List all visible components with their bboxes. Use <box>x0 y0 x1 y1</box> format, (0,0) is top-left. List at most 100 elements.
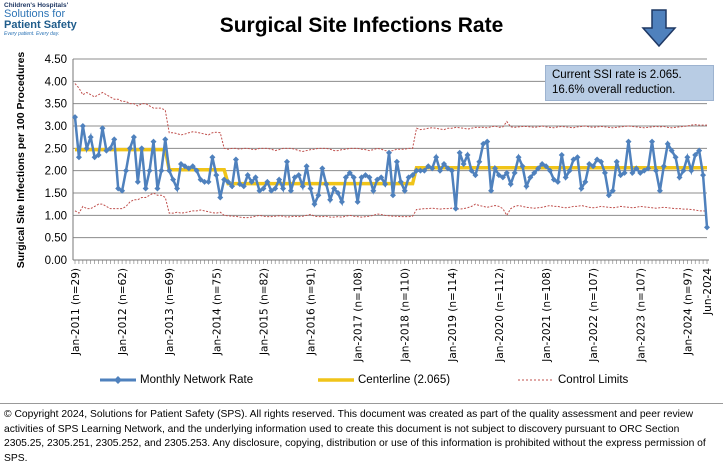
x-tick-label: Jan-2012 (n=62) <box>117 268 129 356</box>
monthly-rate-point <box>393 158 400 165</box>
monthly-rate-point <box>582 178 589 185</box>
monthly-rate-point <box>342 174 349 181</box>
y-tick-label: 2.50 <box>45 143 67 155</box>
monthly-rate-point <box>672 154 679 161</box>
monthly-rate-point <box>550 176 557 183</box>
monthly-rate-point <box>464 152 471 159</box>
monthly-rate-point <box>429 165 436 172</box>
monthly-rate-point <box>350 174 357 181</box>
monthly-rate-point <box>311 201 318 208</box>
x-tick-label: Jan-2018 (n=110) <box>400 268 412 363</box>
monthly-rate-point <box>546 167 553 174</box>
sps-logo: Children's Hospitals' Solutions for Pati… <box>4 2 84 37</box>
monthly-rate-point <box>358 174 365 181</box>
monthly-rate-point <box>166 167 173 174</box>
x-tick-label: Jan-2016 (n=91) <box>306 268 318 356</box>
monthly-rate-point <box>189 163 196 170</box>
monthly-rate-point <box>260 185 267 192</box>
monthly-rate-point <box>95 152 102 159</box>
monthly-rate-point <box>495 172 502 179</box>
monthly-rate-point <box>287 187 294 194</box>
divider <box>0 403 723 404</box>
monthly-rate-point <box>335 190 342 196</box>
monthly-rate-point <box>523 183 530 190</box>
monthly-rate-point <box>354 198 361 205</box>
y-tick-label: 1.00 <box>45 210 67 222</box>
down-arrow-icon <box>641 9 677 48</box>
monthly-rate-point <box>488 187 495 194</box>
monthly-rate-point <box>586 160 593 167</box>
monthly-rate-point <box>374 176 381 183</box>
monthly-rate-point <box>413 167 420 174</box>
monthly-rate-point <box>637 169 644 176</box>
monthly-rate-point <box>460 160 467 167</box>
monthly-rate-point <box>170 176 177 183</box>
monthly-rate-point <box>111 136 118 143</box>
monthly-rate-point <box>645 165 652 172</box>
monthly-rate-point <box>217 194 224 201</box>
monthly-rate-point <box>177 160 184 167</box>
x-tick-label: Jan-2021 (n=108) <box>541 268 553 363</box>
y-tick-label: 3.00 <box>45 121 67 133</box>
monthly-rate-point <box>558 152 565 159</box>
monthly-rate-point <box>692 152 699 159</box>
monthly-rate-point <box>440 160 447 167</box>
monthly-rate-point <box>236 181 243 188</box>
monthly-rate-point <box>613 158 620 165</box>
monthly-rate-point <box>193 167 200 174</box>
monthly-rate-point <box>123 167 130 174</box>
monthly-rate-point <box>295 172 302 179</box>
x-tick-label: Jun-2024 <box>702 268 714 316</box>
monthly-rate-point <box>433 154 440 161</box>
monthly-rate-point <box>409 172 416 179</box>
monthly-rate-point <box>213 172 220 179</box>
y-tick-label: 4.50 <box>45 54 67 66</box>
monthly-rate-point <box>405 174 412 181</box>
y-tick-label: 0.50 <box>45 233 67 245</box>
monthly-rate-point <box>366 174 373 181</box>
monthly-rate-point <box>319 165 326 172</box>
monthly-rate-point <box>146 167 153 174</box>
legend-swatch-centerline <box>318 378 354 382</box>
legend-label: Monthly Network Rate <box>140 374 254 386</box>
monthly-rate-point <box>511 169 518 176</box>
monthly-rate-point <box>370 187 377 194</box>
monthly-rate-point <box>664 140 671 147</box>
monthly-rate-point <box>130 134 137 141</box>
current-rate-callout: Current SSI rate is 2.065. 16.6% overall… <box>545 65 714 101</box>
monthly-rate-point <box>272 185 279 192</box>
monthly-rate-point <box>476 158 483 165</box>
monthly-rate-point <box>389 192 396 199</box>
ssi-rate-chart: 0.00 0.50 1.00 1.50 2.00 2.50 3.00 3.50 4.00 4.50… <box>15 9 714 363</box>
monthly-rate-point <box>499 174 506 181</box>
monthly-rate-point <box>346 169 353 176</box>
monthly-rate-point <box>150 138 157 145</box>
monthly-rate-point <box>519 163 526 170</box>
monthly-rate-point <box>660 163 667 170</box>
monthly-rate-point <box>142 185 149 192</box>
monthly-rate-point <box>291 174 298 181</box>
monthly-rate-point <box>598 158 605 165</box>
monthly-rate-point <box>303 163 310 170</box>
x-tick-label: Jan-2011 (n=29) <box>70 268 82 356</box>
monthly-rate-point <box>649 138 656 145</box>
monthly-rate-point <box>605 192 612 199</box>
monthly-rate-point <box>83 145 90 152</box>
y-tick-label: 3.50 <box>45 99 67 111</box>
monthly-rate-point <box>656 187 663 194</box>
monthly-rate-point <box>668 147 675 154</box>
monthly-rate-point <box>621 169 628 176</box>
monthly-rate-point <box>315 192 322 199</box>
monthly-rate-point <box>676 174 683 181</box>
monthly-rate-point <box>378 174 385 181</box>
monthly-rate-point <box>704 224 710 231</box>
monthly-rate-point <box>444 165 451 172</box>
monthly-rate-point <box>448 167 455 174</box>
monthly-rate-point <box>138 145 145 152</box>
monthly-rate-point <box>225 178 232 185</box>
monthly-rate-point <box>158 167 165 174</box>
monthly-rate-point <box>181 163 188 170</box>
x-tick-label: Jan-2013 (n=69) <box>164 268 176 356</box>
monthly-rate-point <box>629 169 636 176</box>
y-tick-label: 2.00 <box>45 166 67 178</box>
